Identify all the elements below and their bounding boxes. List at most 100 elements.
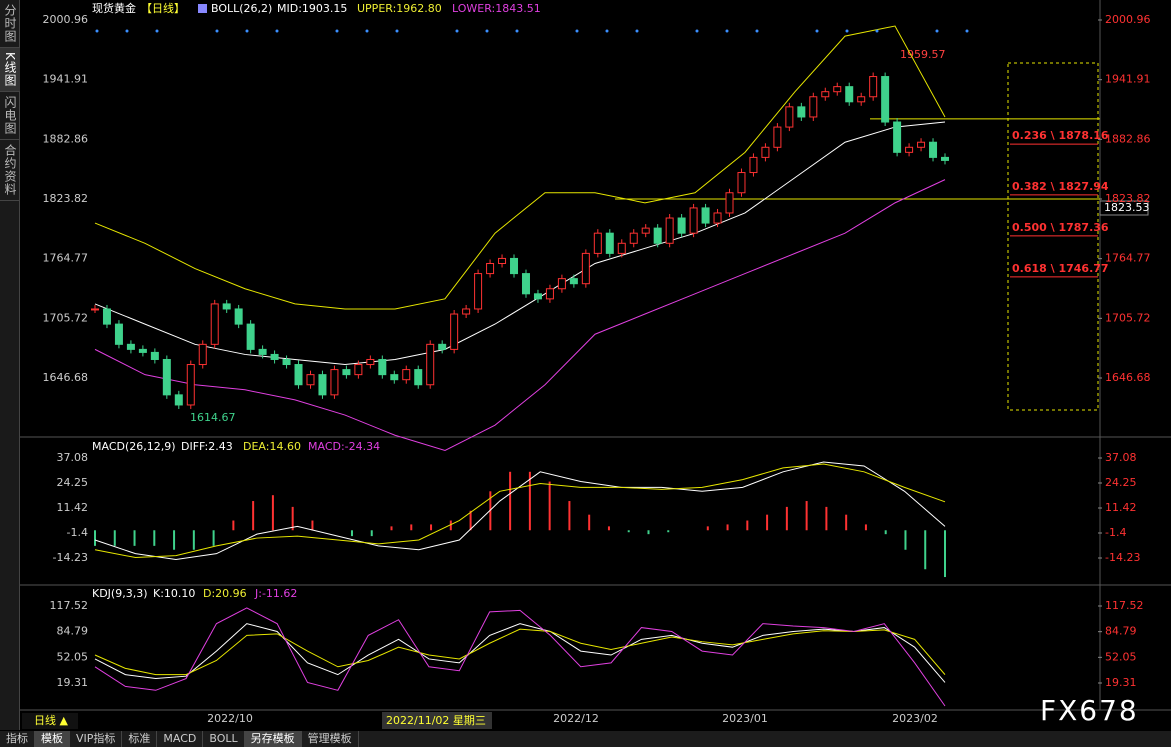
candle — [749, 156, 758, 174]
kdj-title: KDJ(9,3,3) — [92, 587, 148, 600]
y-tick-label-right: 2000.96 — [1105, 13, 1151, 26]
candle — [533, 293, 542, 300]
y-tick-label-left: 1764.77 — [43, 252, 89, 265]
macd-diff: DIFF:2.43 — [181, 440, 233, 453]
period-button[interactable] — [22, 713, 78, 729]
candle — [581, 252, 590, 285]
candle — [354, 364, 363, 376]
signal-dot — [815, 29, 819, 33]
y-tick-label-left: 1882.86 — [43, 132, 89, 145]
signal-dot — [155, 29, 159, 33]
candle — [845, 86, 854, 103]
y-tick-label-left: 24.25 — [57, 476, 89, 489]
fib-box — [1007, 62, 1099, 411]
y-tick-label-right: 1764.77 — [1105, 252, 1151, 265]
toolbar-tab[interactable]: MACD — [157, 731, 204, 747]
x-tick-label: 2023/02 — [892, 712, 938, 725]
candle — [486, 262, 495, 275]
candle — [402, 369, 411, 381]
side-tab[interactable]: 闪电图 — [0, 92, 21, 140]
candle — [270, 353, 279, 360]
candle — [91, 308, 99, 311]
macd-dea: DEA:14.60 — [243, 440, 301, 453]
candle — [617, 242, 626, 254]
candle — [294, 364, 303, 386]
candle — [378, 358, 387, 376]
toolbar-tab[interactable]: 模板 — [35, 731, 70, 747]
fib-label: 0.618 \ 1746.77 — [1012, 262, 1109, 275]
y-tick-label-left: 52.05 — [57, 650, 89, 663]
low-label: 1614.67 — [190, 411, 236, 424]
signal-dot — [845, 29, 849, 33]
signal-dot — [215, 29, 219, 33]
y-tick-label-left: 1823.82 — [43, 192, 89, 205]
x-tick-label: 2023/01 — [722, 712, 768, 725]
y-tick-label-right: -1.4 — [1105, 526, 1126, 539]
y-tick-label-right: 11.42 — [1105, 501, 1137, 514]
indicator-line — [94, 179, 946, 451]
period: 【日线】 — [141, 1, 185, 15]
y-tick-label-right: 117.52 — [1105, 599, 1144, 612]
candle — [426, 343, 435, 386]
signal-dot — [365, 29, 369, 33]
candle — [138, 348, 147, 353]
candle — [114, 323, 123, 345]
candle — [557, 278, 566, 290]
candle — [318, 374, 327, 396]
y-tick-label-right: 24.25 — [1105, 476, 1137, 489]
kdj-j: J:-11.62 — [254, 587, 297, 600]
toolbar-tab[interactable]: 指标 — [0, 731, 35, 747]
signal-dot — [455, 29, 459, 33]
fib-label: 0.382 \ 1827.94 — [1012, 180, 1109, 193]
candle — [785, 106, 794, 128]
signal-dot — [935, 29, 939, 33]
fib-label: 0.236 \ 1878.16 — [1012, 129, 1109, 142]
signal-dot — [965, 29, 969, 33]
candle — [306, 374, 315, 386]
candle — [521, 273, 530, 295]
candle — [474, 273, 483, 310]
side-tab[interactable]: 分时图 — [0, 0, 21, 48]
candle — [725, 192, 734, 214]
candle — [150, 351, 159, 360]
candle — [809, 96, 818, 118]
y-tick-label-right: 1646.68 — [1105, 371, 1151, 384]
candle — [450, 313, 459, 350]
toolbar-tab[interactable]: BOLL — [203, 731, 245, 747]
candle — [210, 303, 219, 345]
candle — [665, 217, 674, 244]
toolbar-tab[interactable]: 管理模板 — [302, 731, 359, 747]
side-tab[interactable]: 合约资料 — [0, 140, 21, 201]
chart: 现货黄金 【日线】 BOLL(26,2) MID:1903.15 UPPER:1… — [20, 0, 1171, 731]
toolbar-tab[interactable]: 另存模板 — [244, 731, 302, 747]
candle — [821, 91, 830, 98]
candle — [869, 76, 878, 98]
candle — [545, 288, 554, 300]
candle — [282, 358, 291, 366]
indicator-line — [94, 121, 946, 366]
tooltip-text: 2022/11/02 星期三 — [386, 714, 486, 727]
side-tab[interactable]: K线图 — [0, 48, 21, 92]
candle — [689, 207, 698, 234]
lower: LOWER:1843.51 — [452, 2, 541, 15]
candle — [498, 257, 507, 264]
candle — [222, 303, 231, 310]
toolbar-tab[interactable]: 标准 — [122, 731, 158, 747]
signal-dot — [125, 29, 129, 33]
signal-dot — [725, 29, 729, 33]
candle — [881, 76, 890, 123]
period-button-text[interactable]: 日线 ▲ — [34, 713, 68, 727]
candle — [438, 343, 447, 350]
indicator-line — [94, 463, 946, 559]
candle — [797, 106, 806, 118]
y-tick-label-left: 11.42 — [57, 501, 89, 514]
candle — [330, 369, 339, 396]
toolbar-tab[interactable]: VIP指标 — [70, 731, 123, 747]
signal-dot — [635, 29, 639, 33]
candle — [677, 217, 686, 234]
candle — [258, 348, 267, 355]
candle — [761, 146, 770, 158]
y-tick-label-left: -14.23 — [53, 551, 88, 564]
signal-dot — [275, 29, 279, 33]
candle — [773, 126, 782, 148]
